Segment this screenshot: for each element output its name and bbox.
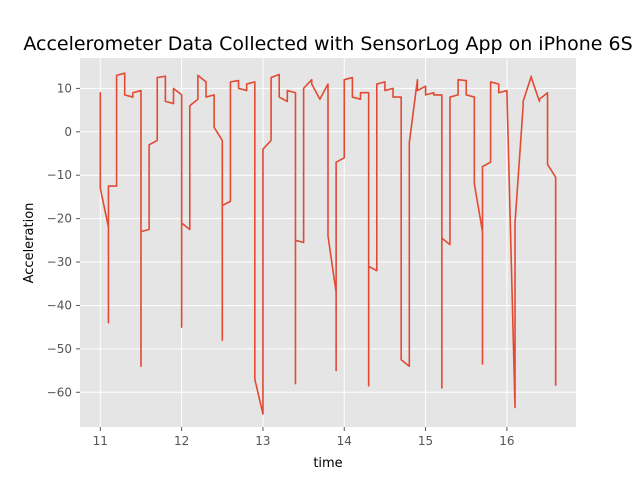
y-axis-label: Acceleration	[22, 203, 37, 284]
y-tick-label: −60	[47, 385, 72, 399]
y-tick-label: 0	[64, 125, 72, 139]
y-tick-label: −40	[47, 298, 72, 312]
x-axis-label: time	[313, 456, 342, 471]
x-tick-label: 12	[174, 434, 189, 448]
series-layer	[99, 72, 557, 415]
x-tick-label: 13	[255, 434, 270, 448]
x-tick-label: 14	[337, 434, 352, 448]
x-tick-label: 16	[499, 434, 514, 448]
x-tick-label: 11	[93, 434, 108, 448]
y-tick-label: −10	[47, 168, 72, 182]
x-tick-label: 15	[418, 434, 433, 448]
y-tick-label: −20	[47, 212, 72, 226]
y-axis-ticks: 10 0 −10 −20 −30 −40 −50 −60	[47, 81, 80, 399]
series-line-acceleration	[99, 72, 557, 415]
chart-title: Accelerometer Data Collected with Sensor…	[23, 33, 632, 55]
y-tick-label: 10	[57, 81, 72, 95]
x-axis-ticks: 11 12 13 14 15 16	[93, 427, 515, 448]
y-tick-label: −30	[47, 255, 72, 269]
y-tick-label: −50	[47, 342, 72, 356]
